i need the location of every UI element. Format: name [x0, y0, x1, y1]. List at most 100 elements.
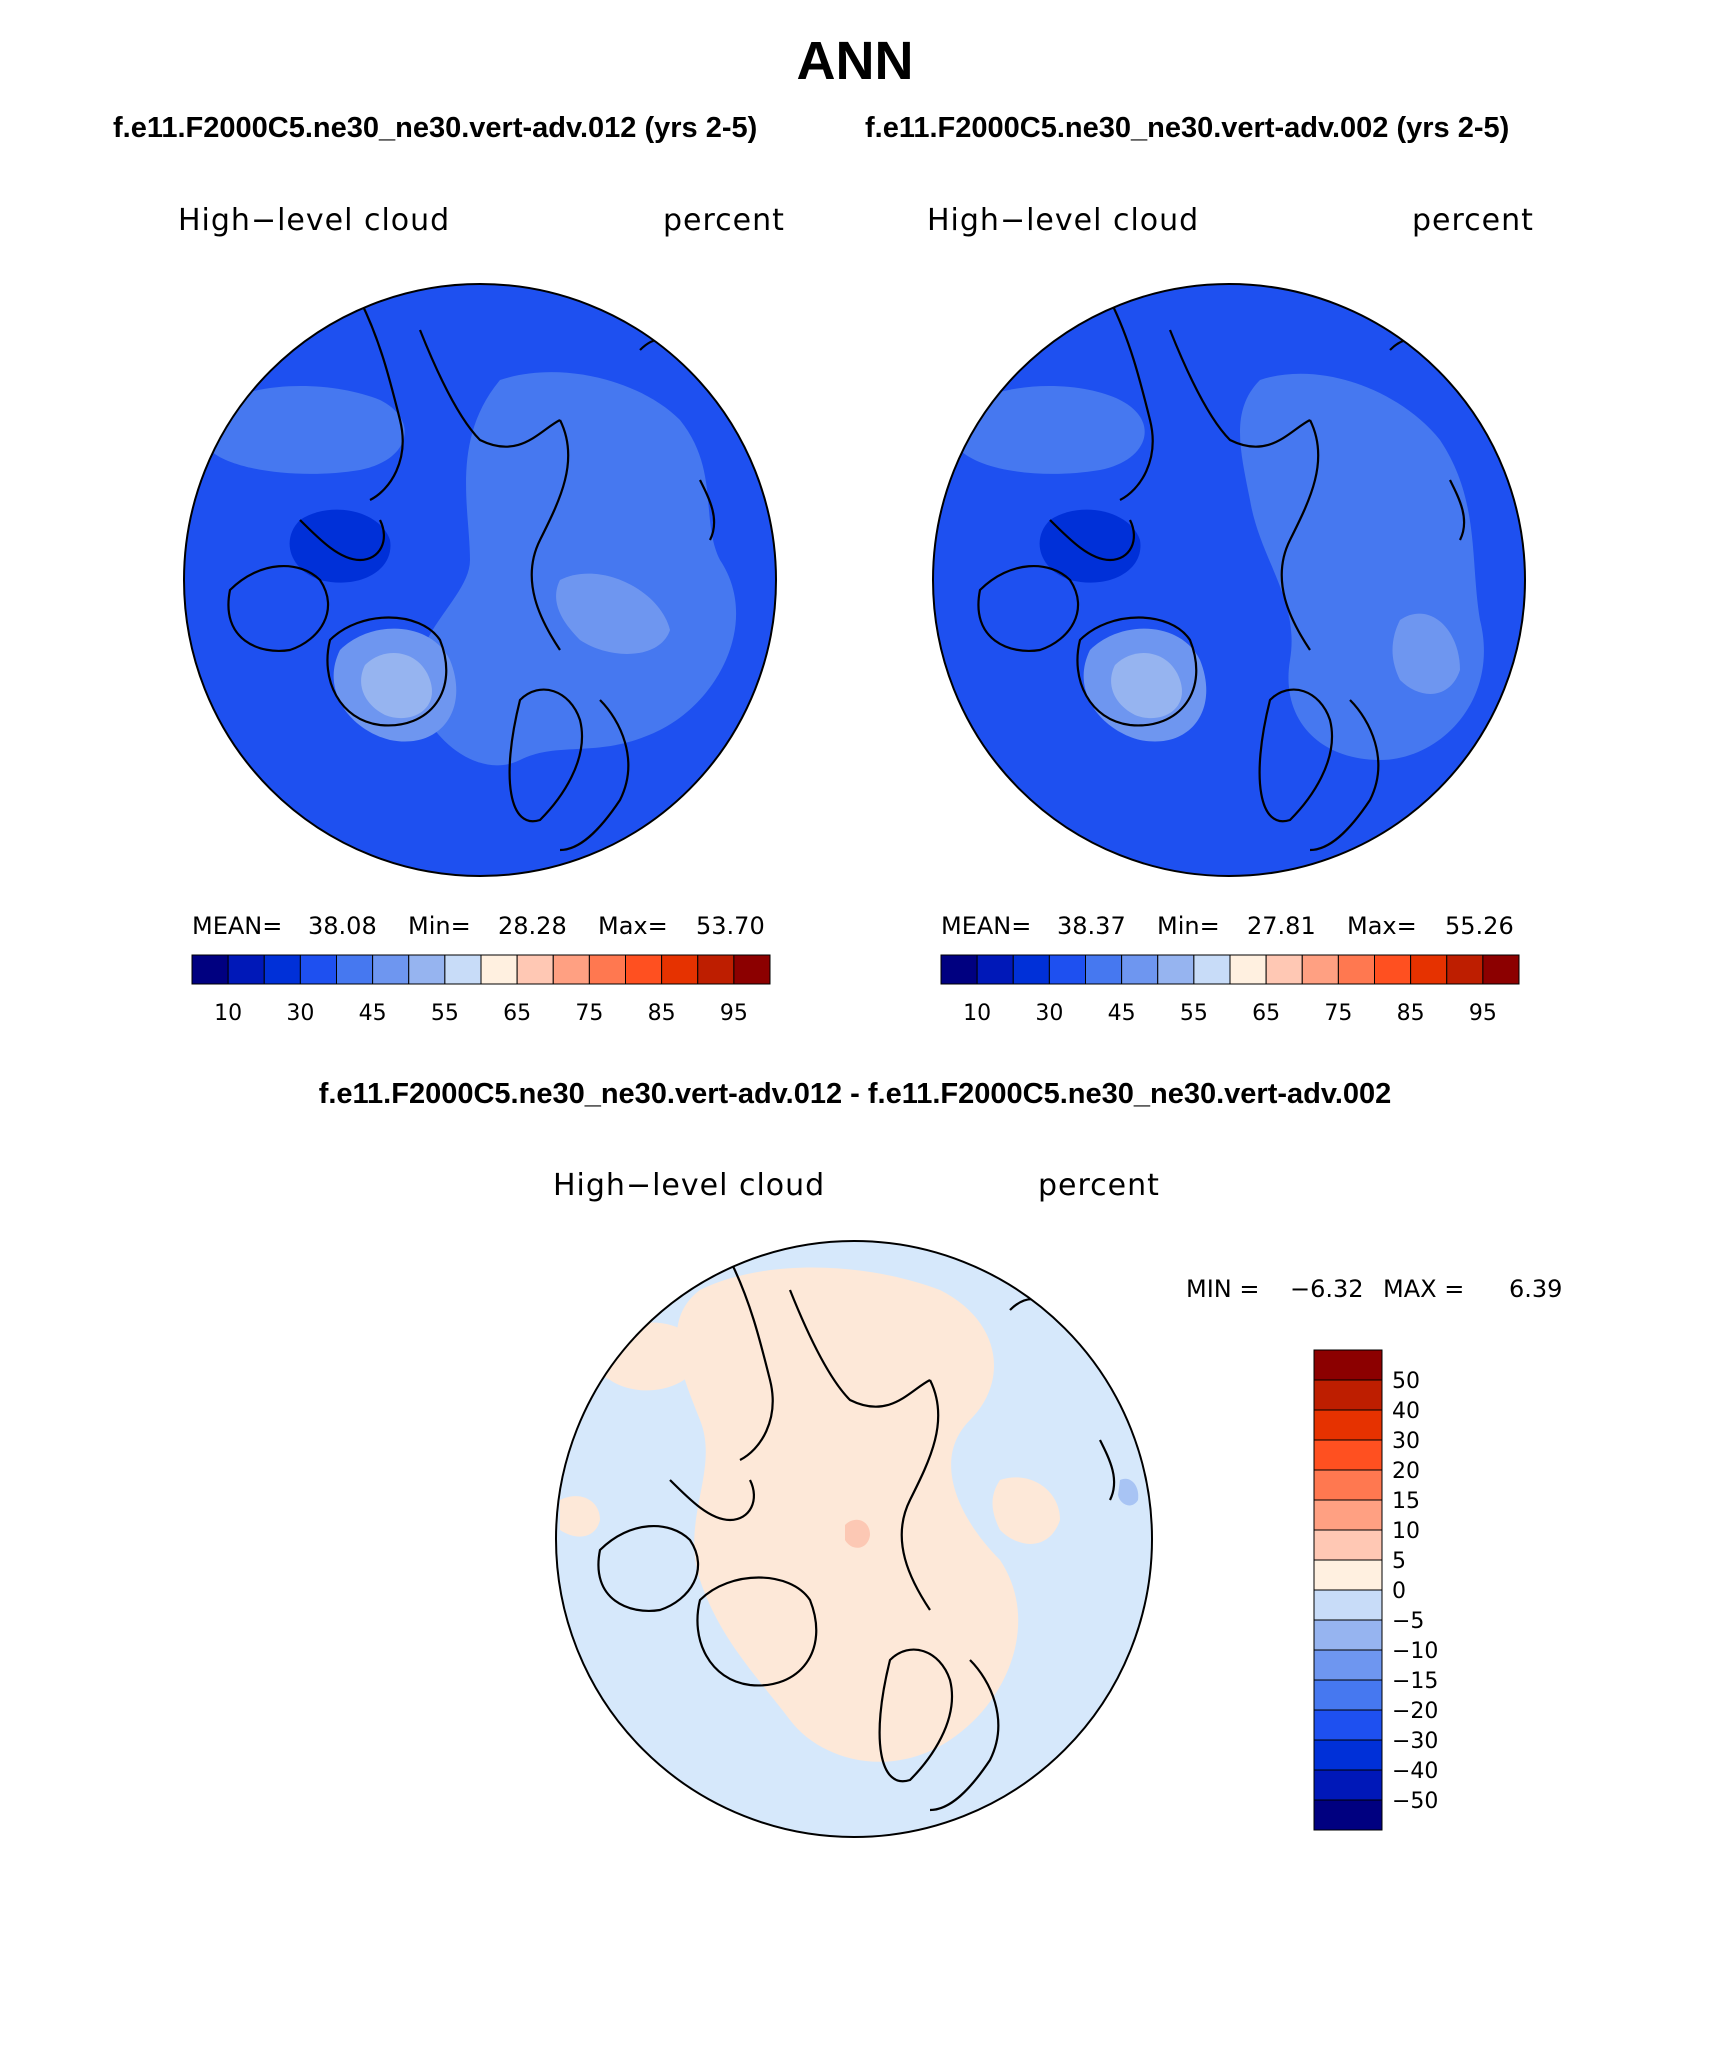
cbar2-tick-label: 30 — [1035, 1001, 1063, 1026]
cbar3-tick-label: 15 — [1392, 1489, 1420, 1514]
map1-field-light-asia — [556, 573, 670, 654]
panel1-units: percent — [663, 203, 785, 238]
diff-field-positive-east — [992, 1477, 1060, 1544]
cbar3-swatch-5 — [1313, 1499, 1383, 1531]
cbar3-swatch-0 — [1313, 1349, 1383, 1381]
map1-field-mid-pacific — [210, 386, 405, 474]
map-panel-1 — [183, 283, 777, 877]
cbar3-swatch-9 — [1313, 1619, 1383, 1651]
cbar1-tick-label: 55 — [431, 1001, 459, 1026]
cbar3-swatch-15 — [1313, 1799, 1383, 1831]
cbar2-tick-label: 75 — [1324, 1001, 1352, 1026]
cbar3-tick-label: −5 — [1392, 1609, 1424, 1634]
map2-field-light-asia — [1392, 613, 1460, 694]
map-panel-2 — [932, 283, 1526, 877]
panel1-mean: 38.08 — [308, 912, 377, 940]
cbar3-swatch-6 — [1313, 1529, 1383, 1561]
cbar1-swatch-14 — [697, 954, 735, 985]
map1-field-deep-archipelago — [289, 509, 391, 583]
cbar1-swatch-15 — [733, 954, 771, 985]
cbar3-tick-label: −30 — [1392, 1729, 1438, 1754]
map1-coastlines — [227, 299, 716, 852]
cbar1-swatch-1 — [227, 954, 265, 985]
panel2-mean-label: MEAN= — [941, 912, 1032, 940]
cbar3-swatch-1 — [1313, 1379, 1383, 1411]
map1-border — [183, 283, 777, 877]
difference-title: f.e11.F2000C5.ne30_ne30.vert-adv.012 - f… — [318, 1078, 1392, 1110]
case1-title: f.e11.F2000C5.ne30_ne30.vert-adv.012 (yr… — [113, 112, 758, 144]
map1-field-mid-east — [416, 372, 737, 766]
panel1-variable: High−level cloud — [178, 203, 451, 238]
cbar2-swatch-13 — [1410, 954, 1448, 985]
colorbar-panel-1: 10 30 45 55 65 75 85 95 — [191, 954, 771, 1026]
cbar1-tick-label: 75 — [575, 1001, 603, 1026]
cbar2-swatch-12 — [1374, 954, 1412, 985]
cbar2-swatch-15 — [1482, 954, 1520, 985]
cbar1-swatch-0 — [191, 954, 229, 985]
diff-field-positive-central — [676, 1267, 1019, 1762]
page-title: ANN — [796, 31, 914, 91]
cbar1-swatch-13 — [661, 954, 699, 985]
cbar3-tick-label: 40 — [1392, 1399, 1420, 1424]
diff-max-label: MAX = — [1383, 1275, 1465, 1303]
cbar3-swatch-7 — [1313, 1559, 1383, 1591]
cbar1-tick-label: 45 — [359, 1001, 387, 1026]
cbar1-tick-label: 85 — [648, 1001, 676, 1026]
cbar1-swatch-7 — [444, 954, 482, 985]
panel2-min-label: Min= — [1157, 912, 1220, 940]
cbar3-tick-label: −10 — [1392, 1639, 1438, 1664]
cbar3-tick-label: 50 — [1392, 1369, 1420, 1394]
map2-field-mid-pacific — [960, 386, 1145, 474]
cbar2-tick-label: 65 — [1252, 1001, 1280, 1026]
panel2-mean: 38.37 — [1057, 912, 1126, 940]
cbar2-swatch-6 — [1157, 954, 1195, 985]
cbar2-tick-label: 85 — [1397, 1001, 1425, 1026]
cbar1-swatch-11 — [588, 954, 626, 985]
cbar2-tick-label: 55 — [1180, 1001, 1208, 1026]
diff-min: −6.32 — [1290, 1275, 1364, 1303]
cbar1-swatch-9 — [516, 954, 554, 985]
cbar3-swatch-14 — [1313, 1769, 1383, 1801]
cbar1-swatch-12 — [625, 954, 663, 985]
cbar2-swatch-8 — [1229, 954, 1267, 985]
panel1-max-label: Max= — [598, 912, 668, 940]
cbar1-swatch-4 — [336, 954, 374, 985]
cbar2-swatch-5 — [1121, 954, 1159, 985]
cbar2-swatch-9 — [1265, 954, 1303, 985]
cbar2-swatch-11 — [1337, 954, 1375, 985]
cbar3-swatch-3 — [1313, 1439, 1383, 1471]
cbar1-tick-label: 30 — [286, 1001, 314, 1026]
colorbar-panel-2: 10 30 45 55 65 75 85 95 — [940, 954, 1520, 1026]
cbar3-swatch-11 — [1313, 1679, 1383, 1711]
cbar2-swatch-0 — [940, 954, 978, 985]
cbar1-swatch-3 — [299, 954, 337, 985]
panel1-mean-label: MEAN= — [192, 912, 283, 940]
cbar3-tick-label: −15 — [1392, 1669, 1438, 1694]
diff-max: 6.39 — [1509, 1275, 1563, 1303]
cbar3-tick-label: 20 — [1392, 1459, 1420, 1484]
cbar1-swatch-2 — [263, 954, 301, 985]
diff-field-positive-west — [560, 1496, 600, 1537]
diff-units: percent — [1038, 1168, 1160, 1203]
panel2-units: percent — [1412, 203, 1534, 238]
cbar2-swatch-7 — [1193, 954, 1231, 985]
cbar3-swatch-4 — [1313, 1469, 1383, 1501]
cbar2-swatch-1 — [976, 954, 1014, 985]
cbar1-swatch-5 — [372, 954, 410, 985]
cbar3-tick-label: −20 — [1392, 1699, 1438, 1724]
panel1-min: 28.28 — [498, 912, 567, 940]
cbar1-tick-label: 65 — [503, 1001, 531, 1026]
cbar2-tick-label: 10 — [963, 1001, 991, 1026]
diff-field-negative-min — [1118, 1478, 1139, 1506]
cbar3-swatch-12 — [1313, 1709, 1383, 1741]
map2-border — [932, 283, 1526, 877]
map1-field-lighter-greenland — [361, 653, 432, 719]
cbar3-swatch-13 — [1313, 1739, 1383, 1771]
cbar2-swatch-2 — [1012, 954, 1050, 985]
map2-field-lighter-greenland — [1111, 653, 1182, 719]
panel2-variable: High−level cloud — [927, 203, 1200, 238]
cbar3-tick-label: 10 — [1392, 1519, 1420, 1544]
panel2-min: 27.81 — [1247, 912, 1316, 940]
cbar1-tick-label: 10 — [214, 1001, 242, 1026]
